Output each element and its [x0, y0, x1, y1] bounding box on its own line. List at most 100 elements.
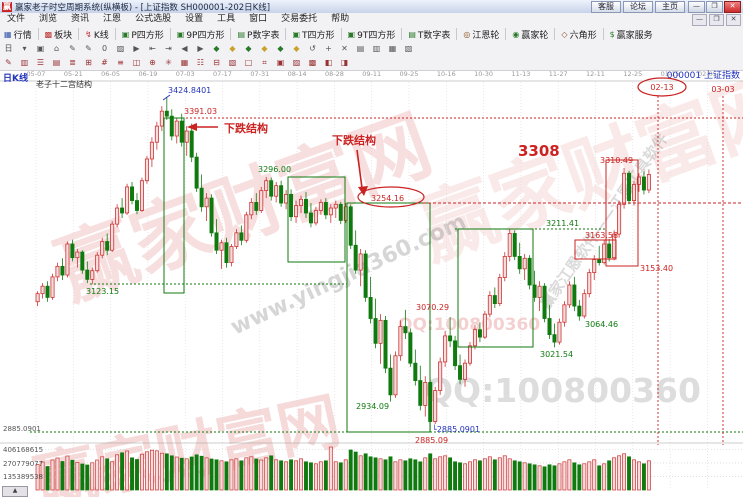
icon-button-9[interactable]: ⇤ [149, 44, 156, 53]
draw-tool-button-14[interactable]: ▧ [228, 58, 237, 67]
draw-tool-button-5[interactable]: ⊞ [85, 58, 92, 67]
icon-button-2[interactable]: ▣ [36, 44, 45, 53]
svg-text:000001 上证指数: 000001 上证指数 [667, 69, 740, 81]
draw-tool-button-15[interactable]: □ [244, 58, 253, 67]
draw-tool-button-1[interactable]: ▥ [20, 58, 29, 67]
menu-item-9[interactable]: 帮助 [331, 14, 350, 24]
draw-tool-button-8[interactable]: ◫ [132, 58, 141, 67]
menu-item-2[interactable]: 资讯 [71, 14, 90, 24]
toolbar-button-赢家服务[interactable]: $ 赢家服务 [606, 27, 657, 41]
toolbar-button-江恩轮[interactable]: ◎ 江恩轮 [459, 27, 503, 41]
icon-button-1[interactable]: ▾ [22, 44, 27, 53]
homepage-button[interactable]: 主页 [655, 0, 685, 13]
draw-tool-button-6[interactable]: # [101, 58, 108, 67]
icon-button-21[interactable]: ✕ [341, 44, 348, 53]
icon-button-17[interactable]: ◆ [277, 44, 284, 53]
icon-button-20[interactable]: + [325, 44, 332, 53]
svg-text:135389538: 135389538 [3, 473, 43, 481]
toolbar-button-9P四方形[interactable]: ▣ 9P四方形 [173, 27, 229, 41]
menu-item-1[interactable]: 浏览 [39, 14, 58, 24]
icon-button-13[interactable]: ◆ [213, 44, 220, 53]
menu-item-5[interactable]: 设置 [185, 14, 204, 24]
toolbar-button-P四方形[interactable]: ▣ P四方形 [118, 27, 168, 41]
icon-button-19[interactable]: ↺ [309, 44, 316, 53]
svg-text:11-27: 11-27 [549, 70, 568, 78]
draw-tool-button-18[interactable]: ▨ [292, 58, 301, 67]
toolbar-button-icon: ▤ [237, 29, 246, 39]
icon-button-24[interactable]: ▦ [388, 44, 397, 53]
toolbar-button-P数字表[interactable]: ▤ P数字表 [233, 27, 283, 41]
svg-text:08-14: 08-14 [288, 70, 307, 78]
icon-button-11[interactable]: ◀ [181, 44, 188, 53]
svg-text:07-03: 07-03 [176, 70, 195, 78]
menu-item-7[interactable]: 窗口 [249, 14, 268, 24]
mdi-close-button[interactable]: ✕ [726, 13, 741, 26]
draw-tool-button-10[interactable]: ✳ [165, 58, 172, 67]
maximize-button[interactable]: ❐ [706, 0, 723, 13]
toolbar-button-T数字表[interactable]: ▤ T数字表 [404, 27, 454, 41]
icon-button-5[interactable]: ✎ [85, 44, 92, 53]
draw-tool-button-12[interactable]: ☷ [196, 58, 205, 67]
watermark-layer: 赢家财富网赢家财富网赢家财富网www.yingjia360.comQQ:1008… [28, 60, 743, 497]
icon-button-10[interactable]: ⇥ [165, 44, 172, 53]
toolbar-button-9T四方形[interactable]: ▣ 9T四方形 [344, 27, 400, 41]
icon-button-18[interactable]: ◆ [293, 44, 300, 53]
menu-item-3[interactable]: 江恩 [103, 14, 122, 24]
svg-text:270779077: 270779077 [3, 460, 43, 468]
icon-button-16[interactable]: ◆ [261, 44, 268, 53]
svg-text:09-11: 09-11 [362, 70, 381, 78]
draw-tool-button-20[interactable]: ◧ [324, 58, 333, 67]
toolbar-button-板块[interactable]: ▩ 板块 [41, 27, 77, 41]
svg-text:3070.29: 3070.29 [416, 303, 449, 312]
mdi-minimize-button[interactable]: — [692, 13, 707, 26]
draw-tool-button-9[interactable]: ⊕ [149, 58, 156, 67]
icon-button-7[interactable]: ▨ [116, 44, 125, 53]
menu-item-6[interactable]: 工具 [217, 14, 236, 24]
toolbar-separator [401, 28, 403, 40]
icon-button-22[interactable]: ▤ [356, 44, 365, 53]
draw-tool-button-17[interactable]: ▣ [276, 58, 285, 67]
toolbar-button-icon: ▣ [176, 29, 185, 39]
toolbar-button-六角形[interactable]: ◇ 六角形 [557, 27, 600, 41]
scroll-left-button[interactable]: ▲ [2, 486, 28, 497]
icon-button-6[interactable]: 0 [101, 44, 108, 53]
draw-tool-button-13[interactable]: ⊟ [213, 58, 220, 67]
draw-tool-button-21[interactable]: ◨ [340, 58, 349, 67]
toolbar-button-label: 9P四方形 [186, 30, 225, 41]
menu-item-4[interactable]: 公式选股 [135, 14, 172, 24]
icon-button-8[interactable]: ▶ [133, 44, 140, 53]
draw-tool-button-16[interactable]: ⌗ [262, 58, 267, 67]
toolbar-button-K线[interactable]: ↯ K线 [81, 27, 113, 41]
icon-button-4[interactable]: ✎ [69, 44, 76, 53]
icon-button-25[interactable]: ▧ [404, 44, 413, 53]
icon-button-0[interactable]: 日 [4, 44, 13, 53]
draw-tool-button-19[interactable]: ▩ [308, 58, 317, 67]
close-button[interactable]: ✕ [724, 0, 741, 13]
forum-button[interactable]: 论坛 [623, 0, 653, 13]
app-logo-icon: 赢 [2, 1, 12, 12]
customer-service-button[interactable]: 客服 [591, 0, 621, 13]
menu-item-8[interactable]: 交易委托 [281, 14, 318, 24]
minimize-button[interactable]: — [688, 0, 705, 13]
candlestick-series [35, 97, 651, 433]
toolbar-button-T四方形[interactable]: ▣ T四方形 [288, 27, 338, 41]
svg-text:2885.09: 2885.09 [415, 436, 448, 445]
menu-item-0[interactable]: 文件 [7, 14, 26, 24]
toolbar-button-行情[interactable]: ▦ 行情 [0, 27, 36, 41]
icon-button-15[interactable]: ◆ [245, 44, 252, 53]
draw-tool-button-7[interactable]: ≡ [117, 58, 124, 67]
toolbar-separator [37, 28, 39, 40]
draw-tool-button-11[interactable]: ▦ [180, 58, 189, 67]
draw-tool-button-4[interactable]: ≣ [69, 58, 76, 67]
toolbar-button-赢家轮[interactable]: ◉ 赢家轮 [508, 27, 552, 41]
icon-button-23[interactable]: ▥ [372, 44, 381, 53]
icon-button-12[interactable]: ▶ [197, 44, 204, 53]
toolbar-button-label: T四方形 [302, 30, 335, 41]
draw-tool-button-3[interactable]: ▤ [52, 58, 61, 67]
draw-tool-button-2[interactable]: ☰ [36, 58, 45, 67]
mdi-restore-button[interactable]: ❐ [709, 13, 724, 26]
icon-button-14[interactable]: ◆ [229, 44, 236, 53]
icon-button-3[interactable]: ⌂ [53, 44, 60, 53]
draw-tool-button-0[interactable]: ✎ [5, 58, 12, 67]
